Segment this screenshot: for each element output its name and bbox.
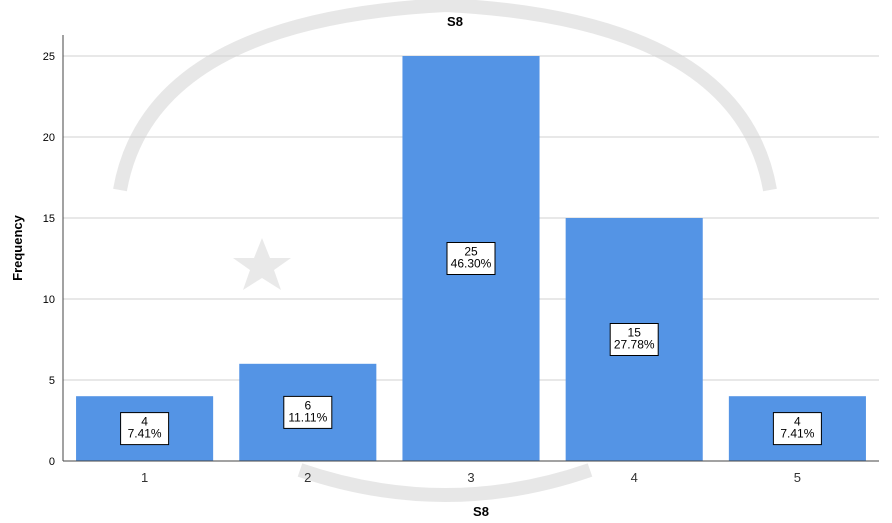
data-label-5: 47.41% <box>772 412 822 446</box>
y-tick-label: 25 <box>43 51 55 63</box>
data-label-percent: 27.78% <box>614 338 655 352</box>
data-label-count: 4 <box>141 415 148 429</box>
x-tick-label: 3 <box>467 470 474 485</box>
data-label-percent: 46.30% <box>451 257 492 271</box>
y-tick-label: 20 <box>43 132 55 144</box>
y-axis-label: Frequency <box>10 214 25 281</box>
data-label-1: 47.41% <box>120 412 170 446</box>
y-tick-label: 15 <box>43 213 55 225</box>
x-tick-labels: 1 2 3 4 5 <box>141 470 801 485</box>
chart-title: S8 <box>447 14 463 29</box>
data-label-box <box>120 412 170 446</box>
y-tick-label: 10 <box>43 294 55 306</box>
data-label-box <box>446 242 496 275</box>
x-tick-label: 1 <box>141 470 148 485</box>
data-label-percent: 7.41% <box>780 427 814 441</box>
x-axis-label: S8 <box>473 504 489 519</box>
data-label-count: 25 <box>464 245 478 259</box>
data-label-percent: 11.11% <box>288 410 327 424</box>
data-label-box <box>283 395 333 429</box>
y-tick-label: 5 <box>49 375 55 387</box>
data-label-count: 6 <box>304 398 311 412</box>
x-tick-label: 4 <box>631 470 638 485</box>
data-label-count: 15 <box>628 326 642 340</box>
data-label-count: 4 <box>794 415 801 429</box>
data-label-2: 611.11% <box>283 395 333 429</box>
y-tick-labels: 0 5 10 15 20 25 <box>43 51 55 468</box>
data-label-percent: 7.41% <box>128 427 162 441</box>
x-tick-label: 2 <box>304 470 311 485</box>
x-tick-label: 5 <box>794 470 801 485</box>
data-label-box <box>772 412 822 446</box>
y-tick-label: 0 <box>49 456 55 468</box>
data-label-box <box>609 323 659 356</box>
